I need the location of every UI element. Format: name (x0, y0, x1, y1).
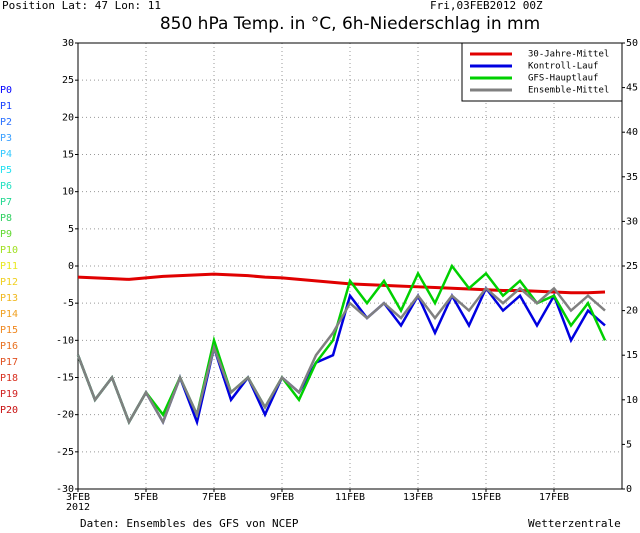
y-tick-label: 25 (62, 75, 74, 86)
member-label: P3 (0, 133, 12, 144)
y2-tick-label: 10 (626, 395, 638, 406)
y-tick-label: -5 (62, 298, 74, 309)
legend-label: 30-Jahre-Mittel (528, 50, 609, 60)
member-label: P5 (0, 165, 12, 176)
series-line (76, 263, 607, 426)
y-tick-label: 5 (68, 224, 74, 235)
y-tick-label: -25 (56, 447, 74, 458)
member-label: P13 (0, 293, 18, 304)
member-label: P18 (0, 373, 18, 384)
run-time: Fri,03FEB2012 00Z (430, 0, 543, 12)
x-tick-label: 17FEB (539, 492, 569, 503)
member-label: P1 (0, 101, 12, 112)
member-label: P6 (0, 181, 12, 192)
year: 2012 (66, 502, 90, 513)
y-tick-label: 15 (62, 150, 74, 161)
x-tick-label: 11FEB (335, 492, 365, 503)
member-label: P0 (0, 85, 12, 96)
y2-tick-label: 5 (626, 439, 632, 450)
y-tick-label: 10 (62, 187, 74, 198)
legend-label: GFS-Hauptlauf (528, 74, 598, 84)
x-tick-label: 7FEB (202, 492, 226, 503)
y2-tick-label: 40 (626, 127, 638, 138)
member-label: P2 (0, 117, 12, 128)
y2-tick-label: 50 (626, 38, 638, 49)
y-tick-label: -10 (56, 335, 74, 346)
y-tick-label: -15 (56, 373, 74, 384)
x-tick-label: 9FEB (270, 492, 294, 503)
y-tick-label: 20 (62, 112, 74, 123)
x-tick-label: 3FEB (66, 492, 90, 503)
legend-label: Ensemble-Mittel (528, 86, 609, 96)
y-tick-label: 0 (68, 261, 74, 272)
member-label: P11 (0, 261, 18, 272)
member-label: P10 (0, 245, 18, 256)
member-label: P12 (0, 277, 18, 288)
y2-tick-label: 45 (626, 83, 638, 94)
member-label: P8 (0, 213, 12, 224)
series-line (76, 286, 606, 426)
y-tick-label: 30 (62, 38, 74, 49)
x-tick-label: 5FEB (134, 492, 158, 503)
member-label: P15 (0, 325, 18, 336)
x-tick-label: 13FEB (403, 492, 433, 503)
legend-label: Kontroll-Lauf (528, 62, 598, 72)
member-label: P9 (0, 229, 12, 240)
y-tick-label: -30 (56, 484, 74, 495)
y-tick-label: -20 (56, 410, 74, 421)
member-label: P14 (0, 309, 18, 320)
y2-tick-label: 20 (626, 306, 638, 317)
plot-frame (77, 42, 623, 490)
member-label: P16 (0, 341, 18, 352)
source: Daten: Ensembles des GFS von NCEP (80, 517, 299, 530)
x-tick-label: 15FEB (471, 492, 501, 503)
member-label: P17 (0, 357, 18, 368)
y2-tick-label: 30 (626, 216, 638, 227)
position: Position Lat: 47 Lon: 11 (2, 0, 161, 12)
brand: Wetterzentrale (528, 517, 621, 530)
y2-tick-label: 25 (626, 261, 638, 272)
y2-tick-label: 15 (626, 350, 638, 361)
member-label: P19 (0, 389, 18, 400)
member-label: P4 (0, 149, 12, 160)
member-label: P20 (0, 405, 18, 416)
chart-title: 850 hPa Temp. in °C, 6h-Niederschlag in … (160, 14, 540, 34)
y2-tick-label: 0 (626, 484, 632, 495)
member-label: P7 (0, 197, 12, 208)
y2-tick-label: 35 (626, 172, 638, 183)
